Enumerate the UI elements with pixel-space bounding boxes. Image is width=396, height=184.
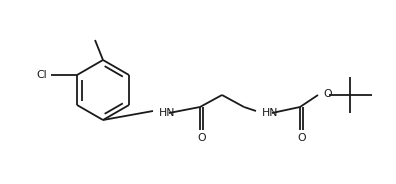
Text: HN: HN — [262, 108, 278, 118]
Text: O: O — [323, 89, 331, 99]
Text: Cl: Cl — [37, 70, 48, 80]
Text: O: O — [297, 133, 306, 143]
Text: O: O — [197, 133, 206, 143]
Text: HN: HN — [159, 108, 175, 118]
